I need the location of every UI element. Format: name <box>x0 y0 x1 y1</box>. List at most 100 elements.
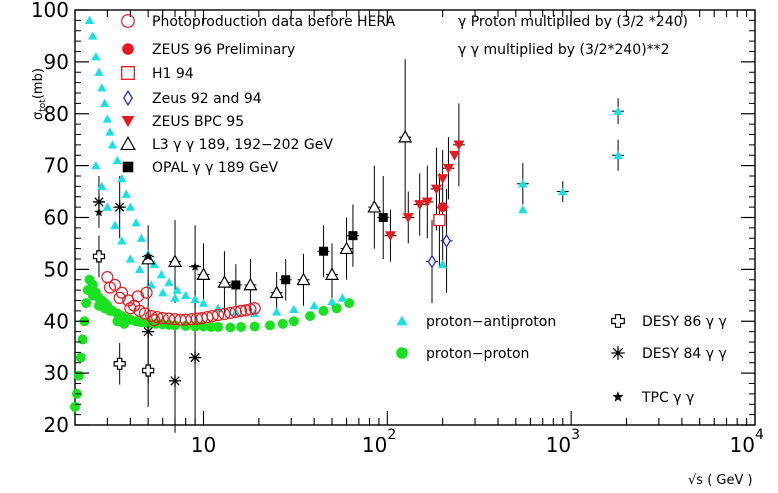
point-s8-41 <box>344 298 355 309</box>
point-s10-0 <box>92 195 105 208</box>
point-s0-28 <box>113 291 126 305</box>
point-s4-7 <box>449 150 461 161</box>
point-s0-2 <box>115 286 129 299</box>
y-tick-label-1: 30 <box>44 361 69 385</box>
legend: Photoproduction data before HERA ZEUS 96 … <box>120 14 727 406</box>
series-8 <box>70 274 355 412</box>
point-s5-3 <box>217 275 232 288</box>
series-10 <box>92 195 202 387</box>
point-s4-1 <box>402 213 414 223</box>
point-s8-31 <box>213 321 224 332</box>
point-s7-19 <box>172 285 182 294</box>
point-s8-40 <box>331 303 342 314</box>
point-s0-29 <box>124 302 137 315</box>
point-s10-1 <box>113 201 126 214</box>
point-s0-19 <box>211 308 225 322</box>
point-s8-0 <box>70 401 80 412</box>
series-0 <box>101 271 261 327</box>
point-s8-37 <box>288 316 299 327</box>
point-s7-1 <box>88 31 98 40</box>
point-s7-34 <box>558 186 568 196</box>
legend-marker-2 <box>121 66 135 80</box>
point-s8-42 <box>87 290 98 301</box>
point-s11-1 <box>143 251 153 261</box>
point-s7-45 <box>158 288 168 297</box>
point-s11-2 <box>190 261 200 271</box>
legend-marker-3 <box>122 89 134 107</box>
point-s7-36 <box>613 106 623 115</box>
point-s4-8 <box>453 140 465 151</box>
point-s7-21 <box>190 294 200 304</box>
point-s0-18 <box>206 309 219 323</box>
legend-label-1: ZEUS 96 Preliminary <box>152 42 295 58</box>
point-s7-29 <box>327 296 337 306</box>
point-s0-20 <box>218 307 231 321</box>
legend-label-2: H1 94 <box>152 66 194 82</box>
point-s7-35 <box>613 150 623 159</box>
point-s7-37 <box>91 161 101 170</box>
point-s8-35 <box>264 320 275 331</box>
y-tick-label-7: 90 <box>44 50 69 74</box>
point-s8-45 <box>104 305 115 316</box>
point-s7-46 <box>170 293 180 302</box>
point-s8-38 <box>305 311 316 322</box>
point-s6-2 <box>319 246 329 256</box>
series-5 <box>141 129 413 299</box>
legend-marker-8 <box>396 347 408 359</box>
legend-label-4: ZEUS BPC 95 <box>152 114 244 130</box>
point-s5-1 <box>167 254 183 267</box>
point-s10-3 <box>169 374 182 387</box>
y-axis-label: σtot(mb) <box>31 68 48 120</box>
legend-label-0: Photoproduction data before HERA <box>152 14 396 30</box>
point-s8-47 <box>119 318 130 329</box>
point-s4-5 <box>437 174 449 185</box>
point-s0-30 <box>131 290 145 303</box>
point-s0-23 <box>234 304 248 317</box>
point-s6-4 <box>378 213 388 222</box>
y-axis-label-sub: tot <box>38 99 48 112</box>
point-s7-39 <box>102 202 112 211</box>
point-s4-4 <box>430 184 442 195</box>
point-s9-2 <box>142 364 155 377</box>
point-s7-0 <box>84 15 95 25</box>
legend-marker-0 <box>121 14 135 28</box>
point-s2-0 <box>433 213 446 227</box>
point-s7-5 <box>100 98 110 108</box>
y-axis-label-main: σ <box>31 112 46 120</box>
point-s7-41 <box>117 236 127 245</box>
legend-label-5: L3 γ γ 189, 192−202 GeV <box>152 137 333 153</box>
point-s7-27 <box>289 304 299 313</box>
point-s0-32 <box>148 314 161 327</box>
point-s7-28 <box>309 301 319 310</box>
legend-marker-4 <box>121 115 135 128</box>
note-gamma-proton: γ Proton multiplied by (3/2 *240) <box>458 14 688 30</box>
point-s5-4 <box>243 277 258 291</box>
point-s0-26 <box>248 302 261 315</box>
y-tick-label-5: 70 <box>44 154 69 178</box>
point-s7-3 <box>94 67 104 76</box>
point-s7-17 <box>156 269 166 279</box>
point-s10-2 <box>142 325 155 338</box>
legend-label-11: TPC γ γ <box>641 390 694 406</box>
point-s7-11 <box>121 189 131 198</box>
point-s0-24 <box>239 304 252 317</box>
point-s9-0 <box>92 250 106 263</box>
series-11 <box>94 207 200 271</box>
point-s0-25 <box>244 303 257 316</box>
y-tick-label-6: 80 <box>44 102 69 126</box>
point-s8-3 <box>75 352 86 363</box>
point-s7-4 <box>97 83 107 92</box>
point-s8-34 <box>249 321 260 332</box>
point-s5-2 <box>196 267 211 280</box>
point-s7-14 <box>136 233 147 242</box>
x-tick-label-1: 10 <box>362 433 387 457</box>
x-tick-exp-3: 4 <box>755 427 764 443</box>
point-s4-0 <box>384 231 396 242</box>
point-s7-12 <box>125 202 135 211</box>
point-s7-44 <box>146 280 156 289</box>
x-tick-label-3: 10 <box>730 433 755 457</box>
point-s7-13 <box>131 218 141 227</box>
point-s5-9 <box>367 199 382 213</box>
y-tick-label-4: 60 <box>44 206 69 230</box>
